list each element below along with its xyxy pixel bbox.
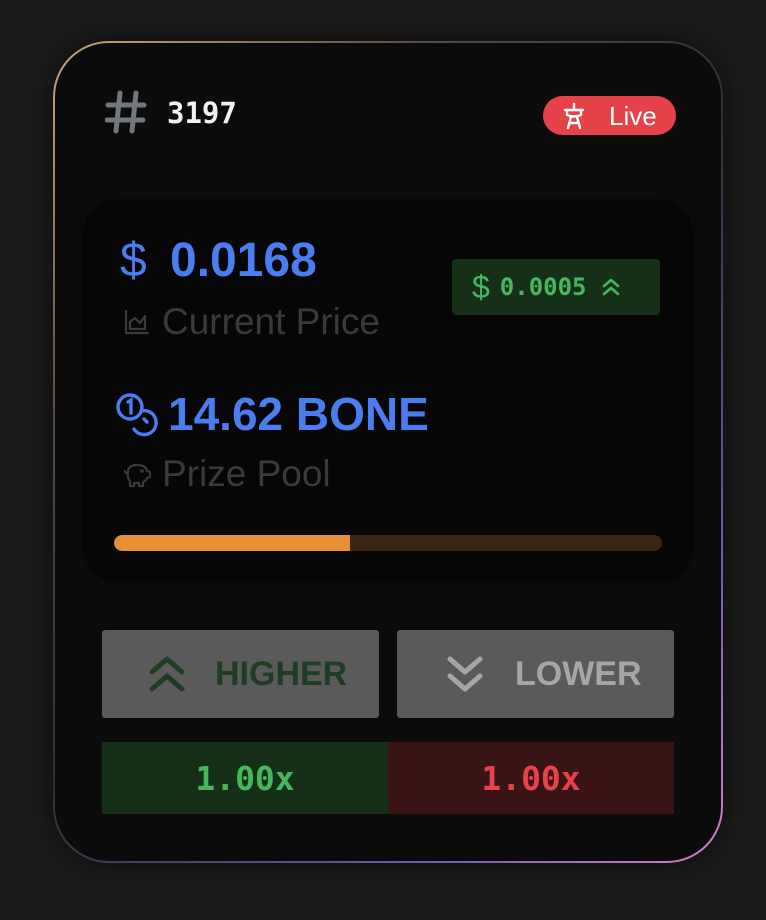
current-price-label-row: Current Price xyxy=(122,301,380,343)
dollar-icon: $ xyxy=(120,234,147,287)
current-price: $ 0.0168 xyxy=(120,233,317,289)
lower-multiplier: 1.00x xyxy=(388,742,674,814)
live-status-badge: Live xyxy=(543,96,676,135)
piggy-bank-icon xyxy=(123,463,152,488)
prize-pool-label: Prize Pool xyxy=(162,453,331,494)
round-card: 3197 Live $ 0.0168 xyxy=(55,43,721,861)
ferris-wheel-icon xyxy=(563,102,585,129)
round-stats-panel: $ 0.0168 Current Price $ 0.0005 xyxy=(82,199,694,583)
round-progress-bar xyxy=(114,535,662,551)
bet-lower-label: LOWER xyxy=(515,655,642,693)
bet-higher-label: HIGHER xyxy=(215,655,348,693)
prize-pool-value: 14.62 BONE xyxy=(168,388,429,440)
prize-pool-label-row: Prize Pool xyxy=(122,453,331,495)
bet-lower-button[interactable]: LOWER xyxy=(397,630,674,718)
chevrons-up-icon xyxy=(602,278,619,296)
round-card-border: 3197 Live $ 0.0168 xyxy=(53,41,723,863)
current-price-label: Current Price xyxy=(162,301,380,342)
higher-multiplier: 1.00x xyxy=(102,742,388,814)
round-number: 3197 xyxy=(167,96,237,130)
chart-area-icon xyxy=(124,309,150,335)
chevrons-up-icon xyxy=(149,656,185,692)
bet-higher-button[interactable]: HIGHER xyxy=(102,630,379,718)
hash-icon xyxy=(105,90,147,134)
dollar-icon: $ xyxy=(472,269,490,305)
coins-icon xyxy=(116,393,158,437)
live-status-label: Live xyxy=(609,100,657,131)
chevrons-down-icon xyxy=(447,656,483,692)
round-progress-fill xyxy=(114,535,350,551)
price-change-value: 0.0005 xyxy=(499,273,587,301)
price-change-badge: $ 0.0005 xyxy=(452,259,660,315)
current-price-value: 0.0168 xyxy=(170,234,317,287)
prize-pool: 14.62 BONE xyxy=(114,387,429,441)
